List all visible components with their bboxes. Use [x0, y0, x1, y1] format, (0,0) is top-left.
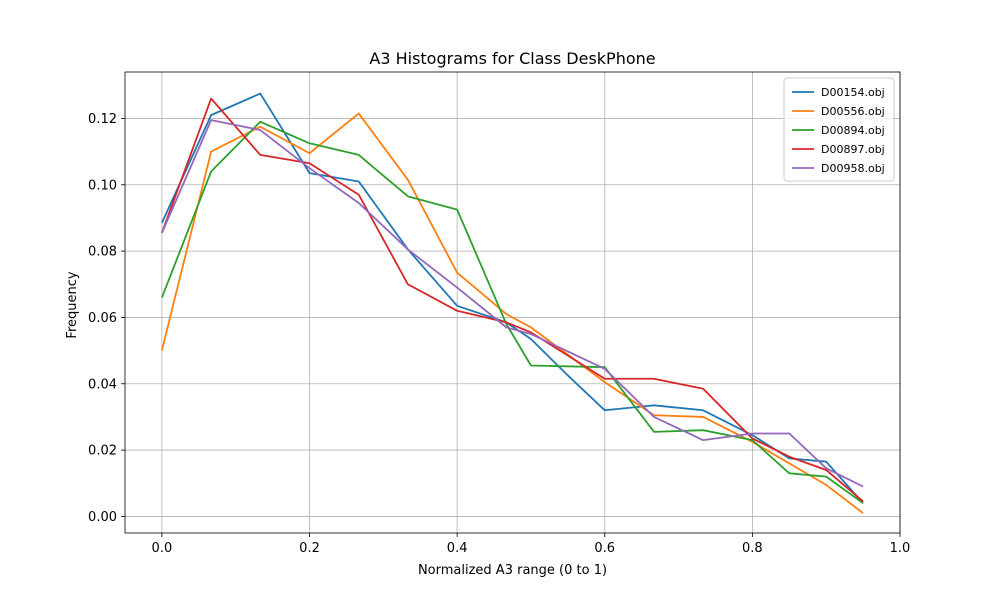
- legend-label: D00958.obj: [821, 162, 885, 175]
- legend-label: D00154.obj: [821, 86, 885, 99]
- series-line-d00154: [161, 92, 864, 504]
- series-layer: [161, 92, 864, 514]
- y-axis-label: Frequency: [65, 271, 80, 338]
- legend-label: D00556.obj: [821, 105, 885, 118]
- y-tick-label: 0.10: [88, 178, 117, 193]
- plot-frame: [124, 71, 901, 534]
- y-tick-label: 0.12: [88, 112, 117, 127]
- x-tick-label: 0.0: [152, 541, 173, 556]
- x-tick-label: 0.2: [299, 541, 320, 556]
- x-tick-label: 1.0: [890, 541, 911, 556]
- y-tick-label: 0.00: [88, 510, 117, 525]
- legend: D00154.obj D00556.obj D00894.obj D00897.obj…: [783, 77, 895, 182]
- legend-label: D00894.obj: [821, 124, 885, 137]
- x-tick-label: 0.4: [447, 541, 468, 556]
- x-tick-label: 0.8: [742, 541, 763, 556]
- series-line-d00958: [161, 119, 864, 488]
- y-tick-label: 0.02: [88, 444, 117, 459]
- chart-title: A3 Histograms for Class DeskPhone: [369, 49, 655, 68]
- tick-layer: 0.0 0.2 0.4 0.6 0.8 1.0 0.00 0.02 0.04 0.06 0.08 0.…: [88, 112, 910, 556]
- series-line-d00556: [161, 112, 864, 514]
- y-tick-label: 0.08: [88, 245, 117, 260]
- x-axis-label: Normalized A3 range (0 to 1): [418, 563, 607, 578]
- x-tick-label: 0.6: [594, 541, 615, 556]
- y-tick-label: 0.06: [88, 311, 117, 326]
- legend-label: D00897.obj: [821, 143, 885, 156]
- series-line-d00897: [161, 97, 864, 503]
- legend-box: [783, 77, 895, 182]
- series-line-d00894: [161, 120, 864, 504]
- y-tick-label: 0.04: [88, 377, 117, 392]
